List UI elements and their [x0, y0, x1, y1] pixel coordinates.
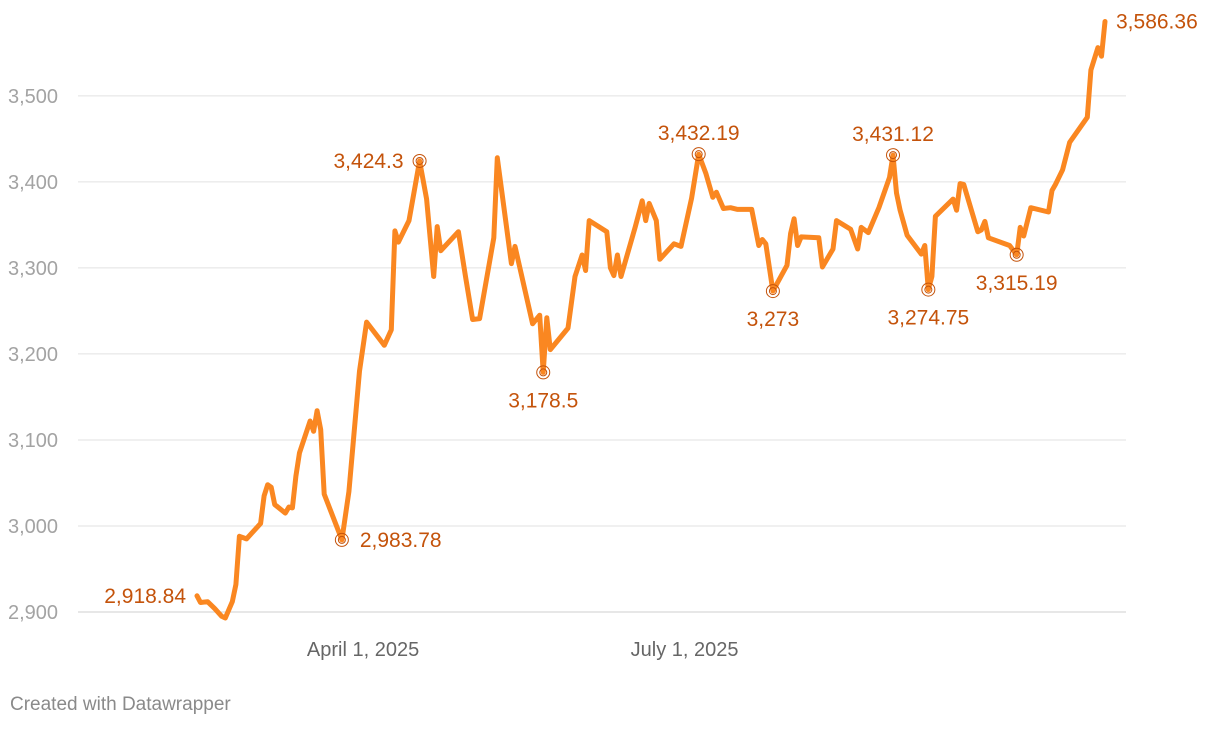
annotation-marker	[691, 147, 706, 162]
annotation-marker-inner	[539, 368, 548, 377]
y-tick-label: 2,900	[8, 602, 58, 624]
gridlines	[78, 95, 1126, 613]
annotation-marker-inner	[337, 535, 346, 544]
datawrapper-credit: Created with Datawrapper	[10, 694, 231, 715]
annotation-marker-inner	[415, 156, 424, 165]
annotation-marker-inner	[889, 151, 898, 160]
annotation-marker-inner	[768, 287, 777, 296]
y-tick-label: 3,400	[8, 172, 58, 194]
y-tick-label: 3,000	[8, 516, 58, 538]
annotation-label: 3,178.5	[508, 389, 578, 412]
annotation-label: 3,431.12	[852, 123, 934, 146]
annotation-label: 2,983.78	[360, 529, 442, 552]
annotation-label: 3,273	[747, 308, 800, 331]
annotation-marker-inner	[924, 285, 933, 294]
annotation-label: 3,424.3	[334, 150, 404, 173]
x-tick-label: July 1, 2025	[631, 639, 739, 661]
x-tick-label: April 1, 2025	[307, 639, 419, 661]
annotation-label: 3,315.19	[976, 272, 1058, 295]
y-axis-tick-labels: 2,900 3,000 3,100 3,200 3,300 3,400 3,500	[8, 86, 58, 624]
annotations: 2,918.84 2,983.78 3,424.3 3,178.5 3,432.19 3,…	[104, 11, 1198, 608]
price-series	[194, 19, 1108, 621]
annotation-label: 3,586.36	[1116, 11, 1198, 34]
annotation-label: 3,274.75	[887, 307, 969, 330]
annotation-marker	[886, 148, 901, 163]
y-tick-label: 3,500	[8, 86, 58, 108]
annotation-marker-inner	[694, 150, 703, 159]
series-line	[194, 19, 1108, 621]
x-axis-tick-labels: April 1, 2025 July 1, 2025	[307, 639, 739, 661]
annotation-marker	[1009, 247, 1024, 262]
y-tick-label: 3,200	[8, 344, 58, 366]
y-tick-label: 3,100	[8, 430, 58, 452]
annotation-marker	[921, 282, 936, 297]
line-chart: 2,900 3,000 3,100 3,200 3,300 3,400 3,500 Apri…	[8, 11, 1198, 661]
annotation-label: 2,918.84	[104, 585, 186, 608]
annotation-marker	[412, 153, 427, 168]
annotation-marker	[334, 532, 349, 547]
y-tick-label: 3,300	[8, 258, 58, 280]
annotation-label: 3,432.19	[658, 122, 740, 145]
annotation-marker	[765, 284, 780, 299]
annotation-marker-inner	[1012, 250, 1021, 259]
annotation-marker	[536, 365, 551, 380]
